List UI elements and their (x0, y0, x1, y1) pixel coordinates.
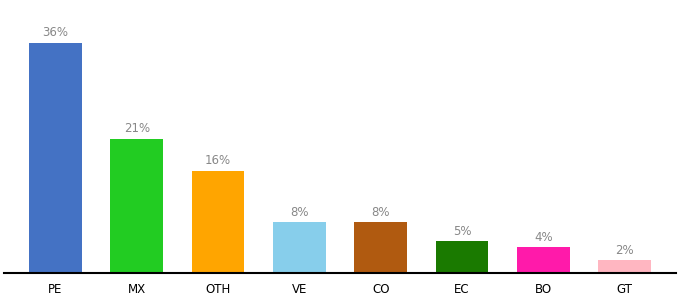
Text: 36%: 36% (42, 26, 69, 39)
Bar (273, 222, 326, 273)
Text: 8%: 8% (290, 206, 309, 219)
Bar (192, 171, 245, 273)
Bar (110, 139, 163, 273)
Bar (598, 260, 651, 273)
Text: 2%: 2% (615, 244, 634, 257)
Bar (435, 241, 488, 273)
Text: 16%: 16% (205, 154, 231, 167)
Bar (517, 248, 570, 273)
Bar (354, 222, 407, 273)
Text: 5%: 5% (453, 225, 471, 238)
Text: 8%: 8% (371, 206, 390, 219)
Bar (29, 43, 82, 273)
Text: 21%: 21% (124, 122, 150, 135)
Text: 4%: 4% (534, 231, 553, 244)
